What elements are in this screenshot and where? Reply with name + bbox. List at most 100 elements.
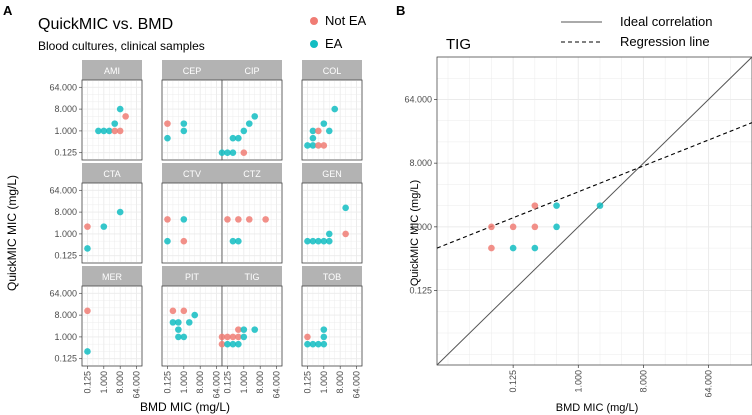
x-tick-label: 8.000 bbox=[195, 371, 205, 394]
data-point-not-ea bbox=[218, 333, 226, 341]
data-point-not-ea bbox=[122, 113, 129, 120]
y-tick-label: 1.000 bbox=[54, 126, 77, 136]
facet-border bbox=[301, 182, 363, 264]
x-tick-label: 0.125 bbox=[302, 371, 312, 394]
data-point-not-ea bbox=[84, 307, 91, 315]
facet-strip-label: CTZ bbox=[243, 169, 261, 179]
data-point-ea bbox=[191, 311, 199, 319]
data-point-ea bbox=[320, 237, 328, 245]
facet-col: COL bbox=[301, 60, 363, 161]
facet-panel bbox=[221, 182, 283, 264]
data-point-ea bbox=[235, 237, 242, 245]
facet-panel bbox=[81, 285, 143, 367]
facet-strip bbox=[82, 60, 142, 80]
y-tick-label: 64.000 bbox=[404, 94, 432, 104]
data-point-not-ea bbox=[229, 333, 237, 341]
facet-strip bbox=[302, 266, 362, 286]
facet-strip bbox=[222, 266, 282, 286]
data-point-not-ea bbox=[488, 244, 495, 252]
x-tick-label: 0.125 bbox=[222, 371, 232, 394]
data-point-ea bbox=[175, 326, 182, 333]
data-point-not-ea bbox=[116, 127, 124, 135]
data-point-ea bbox=[235, 134, 242, 142]
data-point-ea bbox=[180, 127, 188, 135]
data-point-ea bbox=[245, 120, 253, 127]
data-point-ea bbox=[320, 326, 328, 333]
facet-cta: CTA 0.125 1.000 8.000 64.000 bbox=[49, 163, 143, 264]
plot-border bbox=[436, 56, 752, 366]
legend-ea-label: EA bbox=[325, 36, 343, 51]
facet-ctv: CTV bbox=[161, 163, 223, 264]
data-point-ea bbox=[100, 223, 108, 230]
facet-border bbox=[81, 79, 143, 161]
data-point-ea bbox=[229, 149, 237, 157]
facet-strip bbox=[222, 60, 282, 80]
data-point-ea bbox=[116, 208, 124, 216]
facet-panel bbox=[301, 182, 363, 264]
facet-strip bbox=[82, 266, 142, 286]
facet-strip-label: MER bbox=[102, 272, 123, 282]
facet-border bbox=[81, 182, 143, 264]
legend-regression-label: Regression line bbox=[620, 34, 710, 49]
facet-strip-label: CIP bbox=[244, 66, 259, 76]
data-point-ea bbox=[309, 237, 317, 245]
facet-strip bbox=[222, 163, 282, 183]
data-point-ea bbox=[509, 244, 517, 252]
ideal-correlation-line bbox=[436, 56, 752, 366]
panel-a-x-axis-label: BMD MIC (mg/L) bbox=[140, 400, 230, 414]
data-point-not-ea bbox=[169, 307, 177, 315]
facet-strip-label: CTV bbox=[183, 169, 201, 179]
panel-a-facets: AMI 0.125 1.000 8.000 64.000 CEP CIP COL CTA 0.12… bbox=[49, 60, 363, 399]
data-point-ea bbox=[111, 120, 119, 127]
data-point-ea bbox=[229, 134, 237, 142]
data-point-ea bbox=[229, 340, 237, 348]
facet-panel bbox=[81, 182, 143, 264]
y-tick-label: 1.000 bbox=[54, 332, 77, 342]
facet-strip bbox=[302, 60, 362, 80]
panel-a-subtitle: Blood cultures, clinical samples bbox=[38, 39, 205, 53]
data-point-not-ea bbox=[245, 216, 253, 223]
facet-strip-label: COL bbox=[323, 66, 342, 76]
data-point-ea bbox=[164, 237, 171, 245]
x-tick-label: 1.000 bbox=[573, 370, 583, 393]
facet-cep: CEP bbox=[161, 60, 223, 161]
data-point-ea bbox=[95, 127, 102, 135]
data-point-ea bbox=[169, 319, 177, 326]
x-tick-label: 8.000 bbox=[255, 371, 265, 394]
data-point-not-ea bbox=[304, 333, 311, 341]
x-tick-label: 1.000 bbox=[179, 371, 189, 394]
data-point-ea bbox=[315, 340, 322, 348]
facet-strip-label: PIT bbox=[185, 272, 200, 282]
data-point-ea bbox=[116, 105, 124, 113]
data-point-not-ea bbox=[224, 216, 231, 223]
facet-strip-label: TIG bbox=[245, 272, 260, 282]
data-point-ea bbox=[180, 333, 188, 341]
facet-strip bbox=[162, 266, 222, 286]
y-tick-label: 64.000 bbox=[49, 185, 77, 195]
y-tick-label: 8.000 bbox=[54, 207, 77, 217]
facet-panel bbox=[81, 79, 143, 161]
data-point-not-ea bbox=[342, 230, 349, 238]
panel-b-x-axis-label: BMD MIC (mg/L) bbox=[556, 402, 639, 414]
x-tick-label: 64.000 bbox=[212, 371, 222, 399]
x-tick-label: 8.000 bbox=[335, 371, 345, 394]
data-point-ea bbox=[304, 340, 311, 348]
data-point-ea bbox=[304, 142, 311, 149]
facet-panel bbox=[161, 285, 223, 367]
panel-b-title: TIG bbox=[446, 36, 471, 53]
facet-panel bbox=[161, 182, 223, 264]
panel-a-label: A bbox=[3, 3, 13, 18]
data-point-ea bbox=[320, 340, 328, 348]
y-tick-label: 1.000 bbox=[54, 229, 77, 239]
facet-cip: CIP bbox=[218, 60, 283, 161]
data-point-not-ea bbox=[235, 216, 242, 223]
x-tick-label: 64.000 bbox=[132, 371, 142, 399]
data-point-not-ea bbox=[262, 216, 269, 223]
data-point-ea bbox=[596, 202, 604, 209]
data-point-ea bbox=[315, 237, 322, 245]
facet-border bbox=[221, 79, 283, 161]
facet-tob: TOB 0.125 1.000 8.000 64.000 bbox=[301, 266, 363, 399]
x-tick-label: 8.000 bbox=[638, 370, 648, 393]
data-point-ea bbox=[251, 113, 259, 120]
